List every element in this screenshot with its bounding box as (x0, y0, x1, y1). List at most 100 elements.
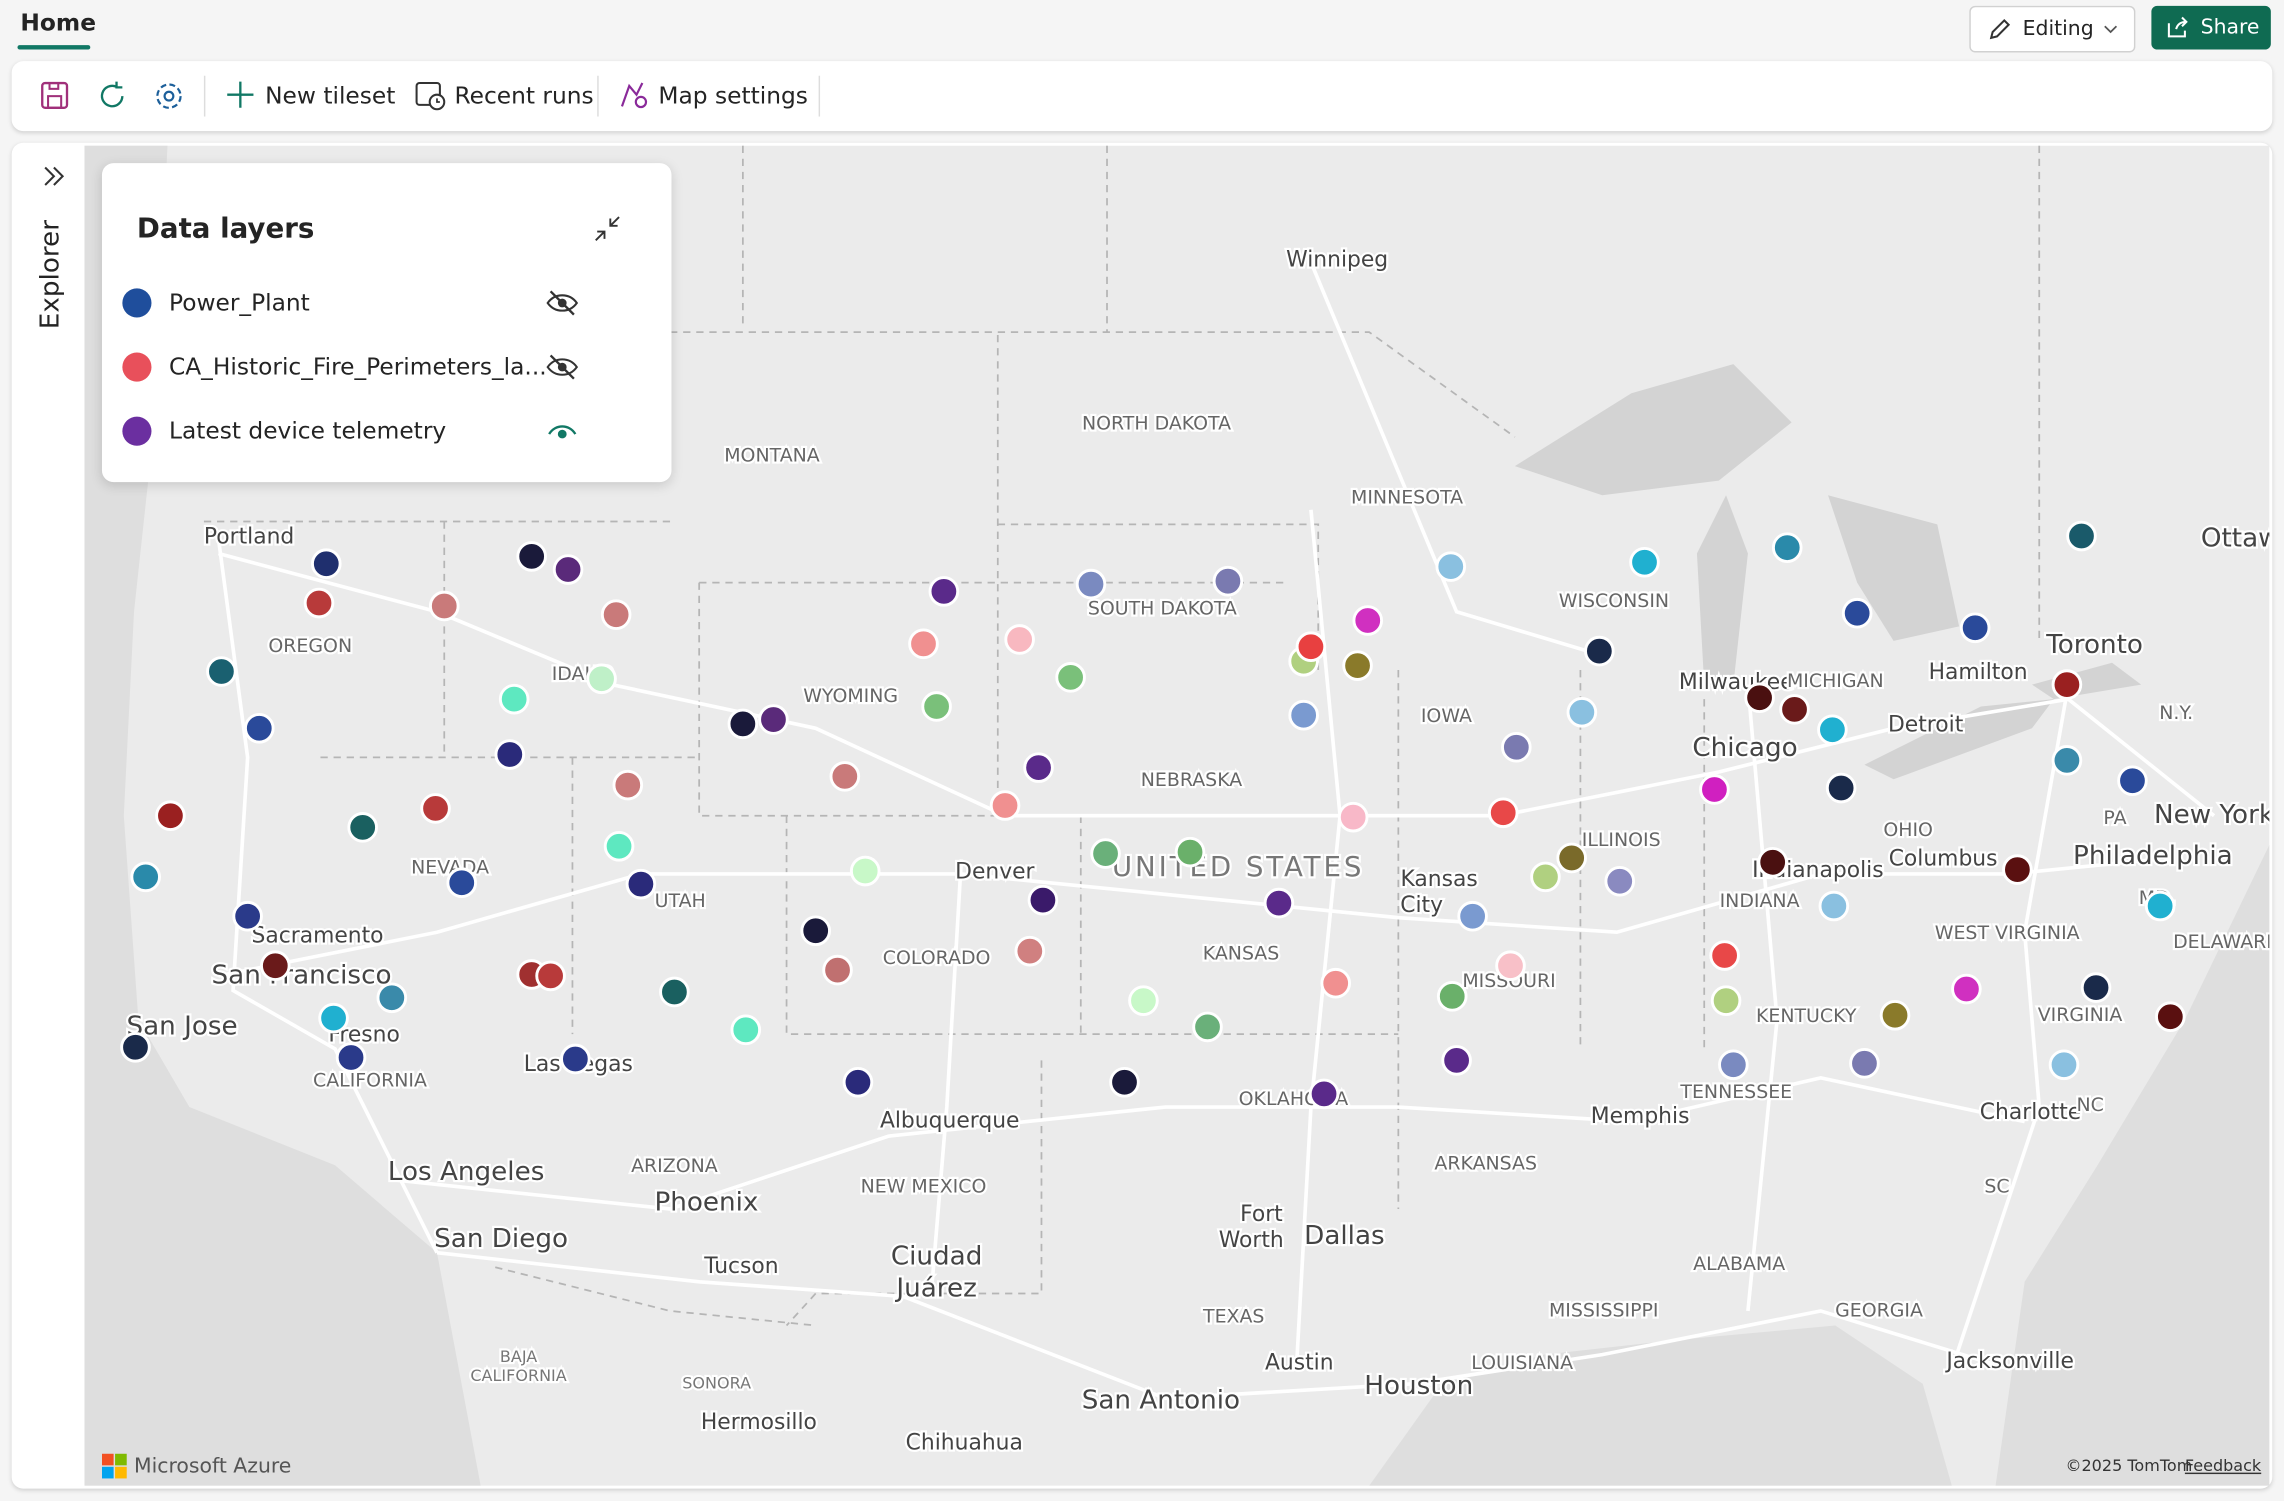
telemetry-marker[interactable] (120, 1032, 151, 1063)
telemetry-marker[interactable] (1441, 1045, 1472, 1076)
telemetry-marker[interactable] (1757, 847, 1788, 878)
telemetry-marker[interactable] (232, 900, 263, 932)
telemetry-marker[interactable] (1556, 842, 1587, 874)
new-tileset-button[interactable]: New tileset (224, 79, 395, 111)
telemetry-marker[interactable] (498, 683, 530, 715)
telemetry-marker[interactable] (989, 790, 1021, 821)
telemetry-marker[interactable] (1841, 597, 1873, 629)
editing-button[interactable]: Editing (1969, 5, 2136, 53)
telemetry-marker[interactable] (603, 830, 635, 862)
telemetry-marker[interactable] (758, 704, 789, 735)
telemetry-marker[interactable] (1075, 568, 1107, 600)
telemetry-marker[interactable] (1023, 752, 1054, 783)
telemetry-marker[interactable] (347, 812, 378, 843)
map[interactable]: Winnipeg NORTH DAKOTA MONTANA MINNESOTA Port… (84, 145, 2270, 1486)
telemetry-marker[interactable] (420, 793, 451, 824)
telemetry-marker[interactable] (1487, 797, 1519, 829)
visibility-toggle[interactable] (545, 288, 580, 317)
telemetry-marker[interactable] (1457, 900, 1488, 932)
telemetry-marker[interactable] (206, 656, 237, 687)
telemetry-marker[interactable] (2048, 1049, 2080, 1081)
telemetry-marker[interactable] (1817, 714, 1848, 746)
telemetry-marker[interactable] (428, 590, 460, 622)
recent-runs-button[interactable]: Recent runs (414, 79, 594, 111)
telemetry-marker[interactable] (1699, 774, 1730, 805)
telemetry-marker[interactable] (1709, 940, 1740, 971)
telemetry-marker[interactable] (1004, 624, 1035, 655)
share-button[interactable]: Share (2151, 5, 2271, 50)
telemetry-marker[interactable] (625, 868, 657, 900)
telemetry-marker[interactable] (2066, 520, 2097, 552)
telemetry-marker[interactable] (560, 1043, 591, 1075)
settings-icon[interactable] (151, 79, 186, 114)
telemetry-marker[interactable] (730, 1014, 762, 1046)
telemetry-marker[interactable] (1090, 838, 1121, 869)
telemetry-marker[interactable] (2155, 1001, 2186, 1033)
telemetry-marker[interactable] (1288, 699, 1319, 731)
telemetry-marker[interactable] (849, 855, 881, 887)
telemetry-marker[interactable] (921, 691, 952, 722)
telemetry-marker[interactable] (1337, 801, 1369, 833)
telemetry-marker[interactable] (1584, 635, 1615, 667)
telemetry-marker[interactable] (1849, 1048, 1880, 1079)
telemetry-marker[interactable] (2080, 972, 2112, 1003)
collapse-icon[interactable] (591, 213, 623, 245)
telemetry-marker[interactable] (376, 982, 408, 1014)
visibility-toggle[interactable] (545, 417, 580, 446)
telemetry-marker[interactable] (155, 800, 186, 831)
telemetry-marker[interactable] (1435, 551, 1467, 582)
telemetry-marker[interactable] (1055, 662, 1086, 693)
telemetry-marker[interactable] (446, 867, 478, 898)
telemetry-marker[interactable] (1566, 696, 1598, 728)
telemetry-marker[interactable] (800, 915, 831, 947)
telemetry-marker[interactable] (1629, 546, 1660, 578)
telemetry-marker[interactable] (335, 1042, 367, 1073)
telemetry-marker[interactable] (318, 1002, 349, 1034)
telemetry-marker[interactable] (727, 708, 759, 740)
telemetry-marker[interactable] (2002, 854, 2033, 885)
telemetry-marker[interactable] (1212, 565, 1244, 597)
telemetry-marker[interactable] (243, 713, 275, 744)
telemetry-marker[interactable] (586, 663, 617, 695)
telemetry-marker[interactable] (1263, 887, 1295, 919)
telemetry-marker[interactable] (1818, 890, 1850, 922)
telemetry-marker[interactable] (1951, 973, 1982, 1005)
telemetry-marker[interactable] (1014, 935, 1046, 967)
telemetry-marker[interactable] (1879, 999, 1911, 1031)
telemetry-marker[interactable] (1779, 694, 1810, 725)
telemetry-marker[interactable] (908, 628, 939, 660)
telemetry-marker[interactable] (1959, 612, 1991, 644)
telemetry-marker[interactable] (1530, 861, 1561, 893)
telemetry-marker[interactable] (1128, 985, 1159, 1016)
telemetry-marker[interactable] (494, 739, 526, 770)
telemetry-marker[interactable] (303, 587, 335, 619)
telemetry-marker[interactable] (1342, 650, 1373, 681)
telemetry-marker[interactable] (2051, 669, 2083, 700)
telemetry-marker[interactable] (1436, 981, 1468, 1012)
telemetry-marker[interactable] (1174, 836, 1206, 868)
telemetry-marker[interactable] (1495, 950, 1526, 982)
feedback-link[interactable]: Feedback (2184, 1456, 2262, 1476)
visibility-toggle[interactable] (545, 352, 580, 381)
telemetry-marker[interactable] (2051, 745, 2083, 776)
telemetry-marker[interactable] (1710, 985, 1742, 1016)
telemetry-marker[interactable] (2144, 890, 2176, 922)
telemetry-marker[interactable] (842, 1066, 874, 1098)
telemetry-marker[interactable] (1825, 772, 1857, 804)
telemetry-marker[interactable] (928, 576, 960, 607)
telemetry-marker[interactable] (1027, 884, 1059, 916)
save-icon[interactable] (38, 79, 73, 114)
telemetry-marker[interactable] (1295, 631, 1327, 663)
expand-icon[interactable] (38, 160, 70, 192)
refresh-icon[interactable] (95, 79, 130, 114)
telemetry-marker[interactable] (1192, 1011, 1223, 1043)
telemetry-marker[interactable] (659, 976, 690, 1008)
telemetry-marker[interactable] (2117, 765, 2148, 797)
telemetry-marker[interactable] (1109, 1066, 1140, 1098)
explorer-label[interactable]: Explorer (34, 220, 66, 330)
telemetry-marker[interactable] (310, 548, 342, 579)
telemetry-marker[interactable] (260, 950, 291, 982)
telemetry-marker[interactable] (1320, 967, 1351, 999)
telemetry-marker[interactable] (612, 769, 644, 801)
telemetry-marker[interactable] (822, 954, 853, 986)
